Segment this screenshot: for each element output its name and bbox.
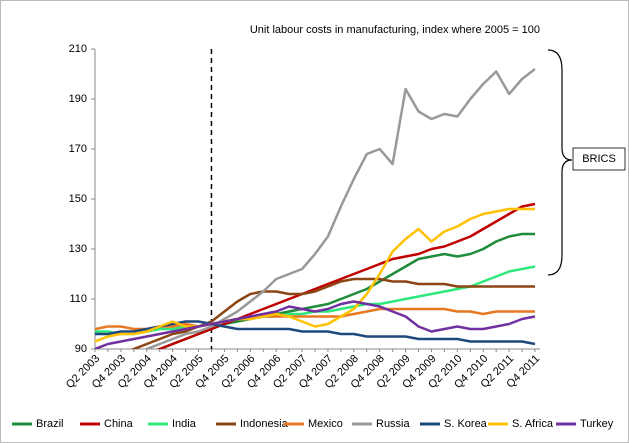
- y-tick-label: 130: [69, 243, 87, 255]
- series-line: [95, 207, 535, 343]
- legend-label: China: [104, 418, 134, 430]
- y-tick-label: 210: [69, 43, 87, 55]
- chart-title: Unit labour costs in manufacturing, inde…: [250, 24, 540, 36]
- y-tick-label: 110: [69, 293, 87, 305]
- series-line: [95, 300, 536, 349]
- legend-label: S. Korea: [444, 418, 488, 430]
- plot-lines: [95, 68, 536, 349]
- legend-label: Indonesia: [240, 418, 289, 430]
- legend-label: Mexico: [308, 418, 343, 430]
- annotation-box: [572, 147, 626, 171]
- legend-label: Russia: [376, 418, 411, 430]
- series-line: [143, 68, 536, 349]
- y-tick-label: 170: [69, 143, 87, 155]
- legend-label: Turkey: [580, 418, 614, 430]
- legend-label: Brazil: [36, 418, 64, 430]
- series-line: [95, 320, 536, 346]
- series-line: [156, 202, 536, 349]
- y-tick-label: 150: [69, 193, 87, 205]
- series-line: [95, 307, 535, 331]
- brace: [547, 49, 573, 276]
- legend-label: S. Africa: [512, 418, 554, 430]
- legend-label: India: [172, 418, 197, 430]
- series-line: [130, 277, 535, 349]
- y-tick-label: 90: [75, 343, 87, 355]
- annotation: BRICS: [582, 153, 616, 165]
- y-tick-label: 190: [69, 93, 87, 105]
